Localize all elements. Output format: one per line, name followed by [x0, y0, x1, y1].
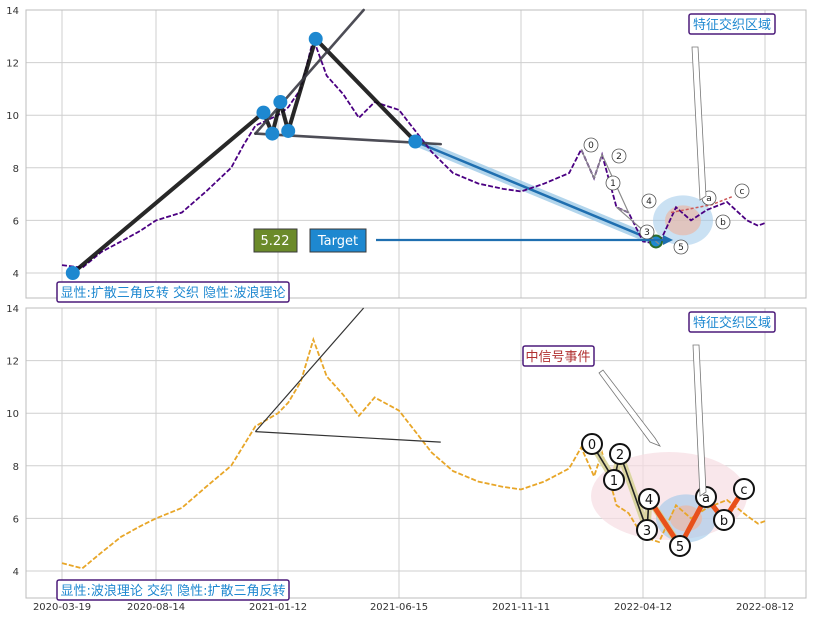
y-tick-label: 12: [6, 59, 19, 70]
pattern-legend-box: [56, 579, 290, 601]
wave-marker: [673, 239, 689, 255]
wave-label: 5: [678, 243, 684, 253]
pattern-legend-box: [56, 281, 290, 303]
wave-marker: [734, 183, 750, 199]
x-tick-label: 2020-03-19: [33, 602, 91, 613]
wave-label: 5: [676, 540, 684, 555]
chart-marks: 2020-03-19 2020-08-14 2021-01-12 2021-06-15…: [33, 8, 794, 613]
wave-marker: [715, 214, 731, 230]
wave-marker: [669, 535, 691, 557]
y-tick-label: 4: [13, 269, 19, 280]
pattern-legend-text: 显性:波浪理论 交织 隐性:扩散三角反转: [60, 583, 285, 599]
y-tick-label: 4: [13, 567, 19, 578]
y-tick-label: 8: [13, 164, 19, 175]
corrective-wave-line: [677, 487, 747, 548]
pivot-point: [256, 105, 271, 120]
pivot-point: [265, 126, 280, 141]
x-tick-label: 2022-08-12: [736, 602, 794, 613]
wave-marker: [733, 478, 755, 500]
pivot-point: [281, 123, 296, 138]
pattern-leg-line: [286, 36, 318, 133]
pattern-legend-text: 显性:扩散三角反转 交织 隐性:波浪理论: [60, 285, 285, 301]
wave-label: c: [740, 187, 745, 197]
region-label-box: [688, 311, 776, 333]
panel-background: [26, 308, 806, 598]
wave-marker: [605, 175, 621, 191]
wave-marker: [713, 509, 735, 531]
triangle-boundary-line: [255, 431, 441, 443]
region-label: 特征交织区域: [693, 17, 771, 33]
x-tick-label: 2021-11-11: [492, 602, 550, 613]
pivot-point: [308, 31, 323, 46]
wave-marker: [641, 193, 657, 209]
region-label: 特征交织区域: [693, 315, 771, 331]
wave-label: 4: [646, 197, 652, 207]
y-tick-label: 6: [13, 216, 19, 227]
x-tick-label: 2021-06-15: [370, 602, 428, 613]
panel-frame: [25, 9, 807, 299]
y-tick-label: 8: [13, 462, 19, 473]
wave-marker: [636, 519, 658, 541]
wave-label: 1: [610, 179, 616, 189]
wave-label: 1: [610, 474, 618, 489]
pattern-leg-line: [313, 36, 418, 144]
wave-marker: [603, 469, 625, 491]
region-pointer-arrow: [691, 46, 707, 201]
y-tick-label: 12: [6, 357, 19, 368]
pivot-point: [65, 266, 80, 280]
y-tick-label: 10: [6, 111, 19, 122]
panel-background: [26, 10, 806, 298]
wave-label: 0: [588, 438, 596, 453]
wave-label: 3: [643, 524, 651, 539]
x-tick-label: 2022-04-12: [614, 602, 672, 613]
target-label-box: [309, 228, 367, 253]
wave-label: 3: [644, 228, 650, 238]
region-label-box: [688, 13, 776, 35]
wave-label: 0: [588, 141, 594, 151]
region-pointer-arrow: [692, 344, 707, 497]
triangle-boundary-line: [254, 8, 365, 135]
event-label-box: [522, 345, 595, 367]
triangle-boundary-line: [254, 307, 365, 433]
wave-label: b: [720, 514, 728, 529]
wave-marker: [583, 137, 599, 153]
target-value-label: 5.22: [261, 234, 290, 249]
wave-marker: [638, 488, 660, 510]
wave-label: 4: [645, 493, 653, 508]
y-tick-label: 6: [13, 514, 19, 525]
target-value-box: [253, 228, 298, 253]
pivot-point: [273, 95, 288, 110]
target-path-line: [414, 140, 657, 243]
wave-label: 2: [616, 448, 624, 463]
y-tick-label: 14: [6, 304, 19, 315]
pivot-point: [408, 134, 423, 149]
panel-frame: [25, 307, 807, 599]
wave-label: c: [740, 483, 747, 498]
wave-label: 2: [616, 152, 622, 162]
y-tick-label: 14: [6, 6, 19, 17]
pattern-leg-line: [70, 110, 266, 275]
event-pointer-arrow: [598, 369, 661, 447]
target-label: Target: [317, 234, 358, 249]
price-series-line: [61, 336, 766, 570]
wave-marker: [609, 443, 631, 465]
x-tick-label: 2021-01-12: [249, 602, 307, 613]
wave-label: b: [720, 218, 726, 228]
wave-label: a: [706, 194, 712, 204]
wave-marker: [611, 148, 627, 164]
x-tick-label: 2020-08-14: [127, 602, 185, 613]
target-arrow-head: [663, 235, 673, 245]
wave-marker: [581, 433, 603, 455]
y-tick-label: 10: [6, 409, 19, 420]
wave-label: a: [702, 491, 710, 506]
event-label: 中信号事件: [525, 350, 590, 365]
